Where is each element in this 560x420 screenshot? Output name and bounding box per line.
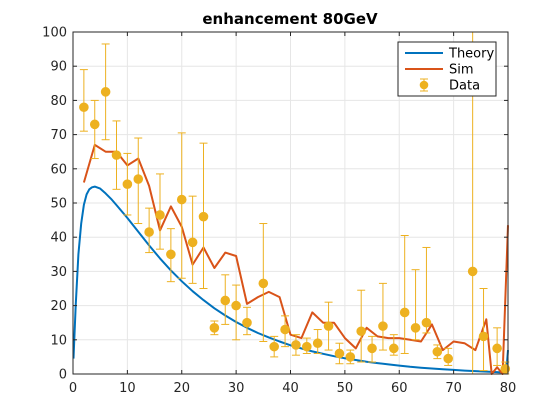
data-point	[467, 266, 478, 277]
legend-label-data: Data	[449, 79, 480, 94]
data-point	[432, 346, 443, 357]
y-tick-label: 70	[50, 128, 67, 143]
data-point	[312, 338, 323, 349]
data-point	[111, 150, 122, 160]
data-point	[492, 343, 502, 354]
data-point	[122, 179, 133, 189]
x-tick-label: 40	[282, 381, 299, 396]
y-tick-label: 90	[50, 60, 67, 75]
series-layer	[72, 31, 511, 375]
data-point	[323, 321, 334, 331]
x-tick-label: 0	[69, 381, 77, 396]
y-tick-label: 80	[50, 94, 67, 109]
data-point	[280, 324, 290, 335]
legend-label-sim: Sim	[449, 63, 474, 78]
data-point	[144, 227, 154, 237]
chart-title: enhancement 80GeV	[202, 10, 378, 28]
x-tick-label: 30	[228, 381, 245, 396]
data-point	[389, 343, 399, 354]
data-point	[367, 343, 377, 354]
y-tick-label: 50	[50, 197, 67, 212]
x-tick-label: 80	[500, 381, 517, 396]
x-tick-label: 10	[119, 381, 136, 396]
data-point	[155, 210, 165, 220]
data-point	[187, 237, 198, 248]
y-tick-label: 100	[42, 26, 67, 41]
data-point	[79, 102, 89, 113]
data-point	[166, 249, 176, 260]
data-point	[443, 353, 453, 364]
y-tick-label: 40	[50, 231, 67, 246]
data-point	[100, 87, 111, 97]
series-sim	[82, 143, 509, 375]
x-tick-label: 50	[337, 381, 354, 396]
ticks: 0 10 20 30 40 50 60 70 80 0 10 20 30 40 50 60 70 80 90 100	[42, 26, 516, 397]
y-tick-label: 60	[50, 162, 67, 177]
data-point	[500, 364, 511, 374]
data-point	[478, 331, 489, 342]
x-tick-label: 60	[391, 381, 408, 396]
series-data	[79, 31, 511, 375]
data-point	[176, 194, 187, 205]
legend-swatch-marker	[419, 80, 429, 90]
data-point	[220, 295, 231, 306]
data-point	[291, 340, 301, 350]
data-point	[302, 341, 312, 352]
data-point	[89, 119, 100, 130]
y-tick-label: 30	[50, 265, 67, 280]
data-point	[356, 326, 366, 337]
data-point	[133, 174, 144, 184]
x-tick-label: 70	[445, 381, 462, 396]
grid	[72, 31, 509, 375]
data-point	[378, 321, 388, 331]
legend-label-theory: Theory	[448, 47, 494, 62]
data-point	[242, 317, 252, 328]
data-point	[231, 300, 241, 311]
y-tick-label: 10	[50, 333, 67, 348]
x-tick-label: 20	[173, 381, 190, 396]
data-point	[421, 317, 432, 328]
data-point	[345, 352, 356, 362]
data-point	[209, 323, 220, 333]
y-tick-label: 20	[50, 299, 67, 314]
data-point	[399, 307, 410, 318]
data-point	[334, 348, 345, 359]
data-point	[258, 278, 269, 289]
data-point	[269, 341, 279, 352]
data-point	[198, 211, 209, 222]
y-tick-label: 0	[59, 368, 67, 383]
data-point	[410, 323, 421, 333]
series-line-sim	[82, 143, 509, 375]
